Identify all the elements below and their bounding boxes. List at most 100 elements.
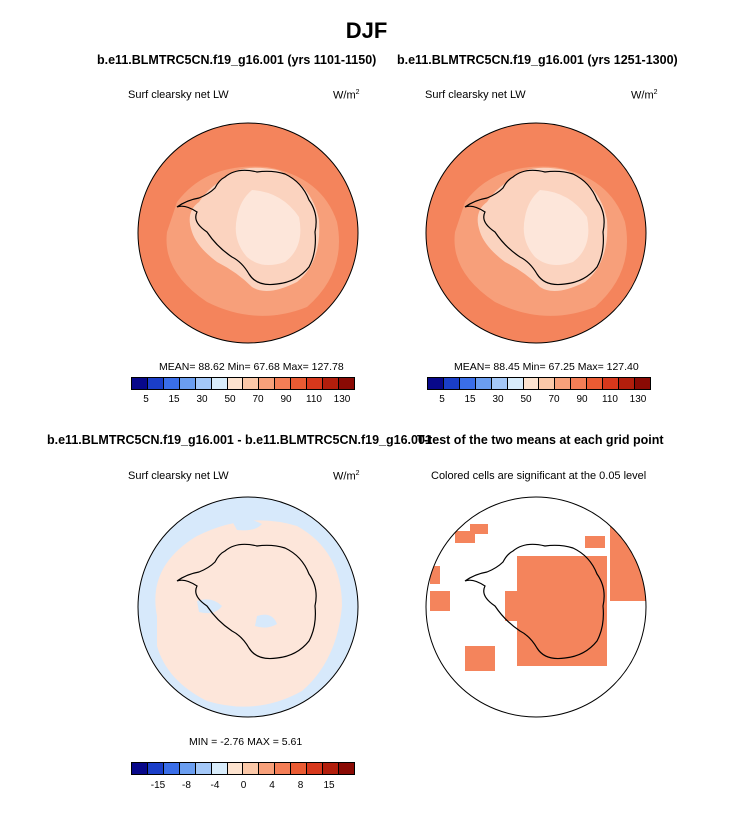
top-left-variable: Surf clearsky net LW (128, 89, 229, 101)
units-superscript: 2 (355, 89, 360, 96)
colorbar-swatch (163, 378, 180, 389)
colorbar-swatch (275, 378, 292, 389)
significant-cell (465, 646, 495, 671)
colorbar-swatch (619, 378, 635, 389)
colorbar-swatch (323, 378, 339, 389)
colorbar-swatch (634, 378, 650, 389)
colorbar-swatch (227, 378, 244, 389)
units-text: W/m (333, 89, 356, 102)
antarctica-coastline (176, 169, 317, 286)
colorbar-swatch (291, 763, 308, 774)
colorbar-swatch (243, 763, 260, 774)
colorbar-swatch (259, 763, 276, 774)
top-right-colorbar (427, 377, 651, 390)
units-text: W/m (631, 89, 654, 102)
colorbar-tick-label: 50 (520, 394, 532, 405)
colorbar-tick-label: 30 (492, 394, 504, 405)
colorbar-swatch (227, 763, 244, 774)
antarctica-coastline (464, 543, 605, 660)
colorbar-tick-label: 130 (629, 394, 647, 405)
colorbar-swatch (211, 378, 228, 389)
units-superscript: 2 (653, 89, 658, 96)
map-boundary (425, 122, 647, 344)
colorbar-tick-label: 110 (306, 394, 322, 405)
colorbar-tick-label: 5 (143, 394, 149, 405)
colorbar-swatch (132, 378, 148, 389)
colorbar-swatch (338, 763, 354, 774)
colorbar-swatch (491, 378, 508, 389)
top-right-map (425, 122, 647, 344)
colorbar-swatch (459, 378, 476, 389)
colorbar-swatch (571, 378, 588, 389)
colorbar-swatch (179, 378, 196, 389)
top-left-colorbar (131, 377, 355, 390)
colorbar-tick-label: 15 (464, 394, 476, 405)
bottom-right-subtitle: Colored cells are significant at the 0.0… (431, 470, 647, 482)
colorbar-swatch (307, 378, 324, 389)
significant-cell (430, 591, 450, 611)
positive-anomaly-field (155, 520, 342, 707)
map-boundary (137, 496, 359, 718)
top-right-variable: Surf clearsky net LW (425, 89, 526, 101)
colorbar-swatch (211, 763, 228, 774)
colorbar-swatch (195, 763, 212, 774)
colorbar-swatch (523, 378, 540, 389)
map-boundary (425, 496, 647, 718)
top-left-units: W/m2 (333, 89, 360, 102)
colorbar-tick-label: 70 (252, 394, 264, 405)
plateau-field (235, 190, 301, 266)
colorbar-swatch (338, 378, 354, 389)
colorbar-tick-label: -8 (182, 780, 191, 791)
significant-cell (470, 524, 488, 534)
significant-cells (430, 521, 646, 671)
significant-cell (505, 591, 525, 621)
top-right-units: W/m2 (631, 89, 658, 102)
bottom-left-map (137, 496, 359, 718)
bottom-left-colorbar (131, 762, 355, 775)
colorbar-tick-label: -15 (150, 780, 166, 791)
colorbar-swatch (291, 378, 308, 389)
top-left-map (137, 122, 359, 344)
colorbar-tick-label: 50 (224, 394, 236, 405)
colorbar-swatch (195, 378, 212, 389)
bottom-right-title: T-test of the two means at each grid poi… (417, 433, 664, 447)
top-left-stats: MEAN= 88.62 Min= 67.68 Max= 127.78 (159, 361, 344, 373)
colorbar-tick-label: 90 (280, 394, 292, 405)
colorbar-tick-label: 15 (168, 394, 180, 405)
colorbar-tick-label: 70 (548, 394, 560, 405)
colorbar-swatch (275, 763, 292, 774)
antarctica-coastline (464, 169, 605, 286)
significant-cell (585, 536, 605, 548)
bottom-right-map (425, 496, 647, 718)
colorbar-swatch (132, 763, 148, 774)
colorbar-tick-label: 30 (196, 394, 208, 405)
colorbar-swatch (555, 378, 572, 389)
units-text: W/m (333, 470, 356, 483)
colorbar-swatch (259, 378, 276, 389)
negative-anomaly-patch (255, 614, 277, 628)
significant-cell (610, 521, 646, 601)
colorbar-swatch (243, 378, 260, 389)
colorbar-swatch (603, 378, 620, 389)
plateau-field (523, 190, 589, 266)
colorbar-swatch (587, 378, 604, 389)
colorbar-swatch (179, 763, 196, 774)
colorbar-tick-label: 0 (240, 780, 247, 791)
colorbar-swatch (539, 378, 556, 389)
colorbar-tick-label: 4 (269, 780, 275, 791)
colorbar-swatch (163, 763, 180, 774)
colorbar-tick-label: 15 (323, 780, 335, 791)
colorbar-swatch (428, 378, 444, 389)
colorbar-swatch (475, 378, 492, 389)
top-left-case-title: b.e11.BLMTRC5CN.f19_g16.001 (yrs 1101-11… (97, 53, 377, 67)
colorbar-tick-label: 90 (576, 394, 588, 405)
colorbar-swatch (307, 763, 324, 774)
top-right-stats: MEAN= 88.45 Min= 67.25 Max= 127.40 (454, 361, 639, 373)
colorbar-tick-label: 110 (602, 394, 618, 405)
colorbar-swatch (443, 378, 460, 389)
significant-cell (430, 566, 440, 584)
bottom-left-stats: MIN = -2.76 MAX = 5.61 (189, 736, 303, 748)
colorbar-swatch (147, 763, 164, 774)
significant-cell (517, 556, 607, 666)
figure-title: DJF (345, 18, 388, 43)
